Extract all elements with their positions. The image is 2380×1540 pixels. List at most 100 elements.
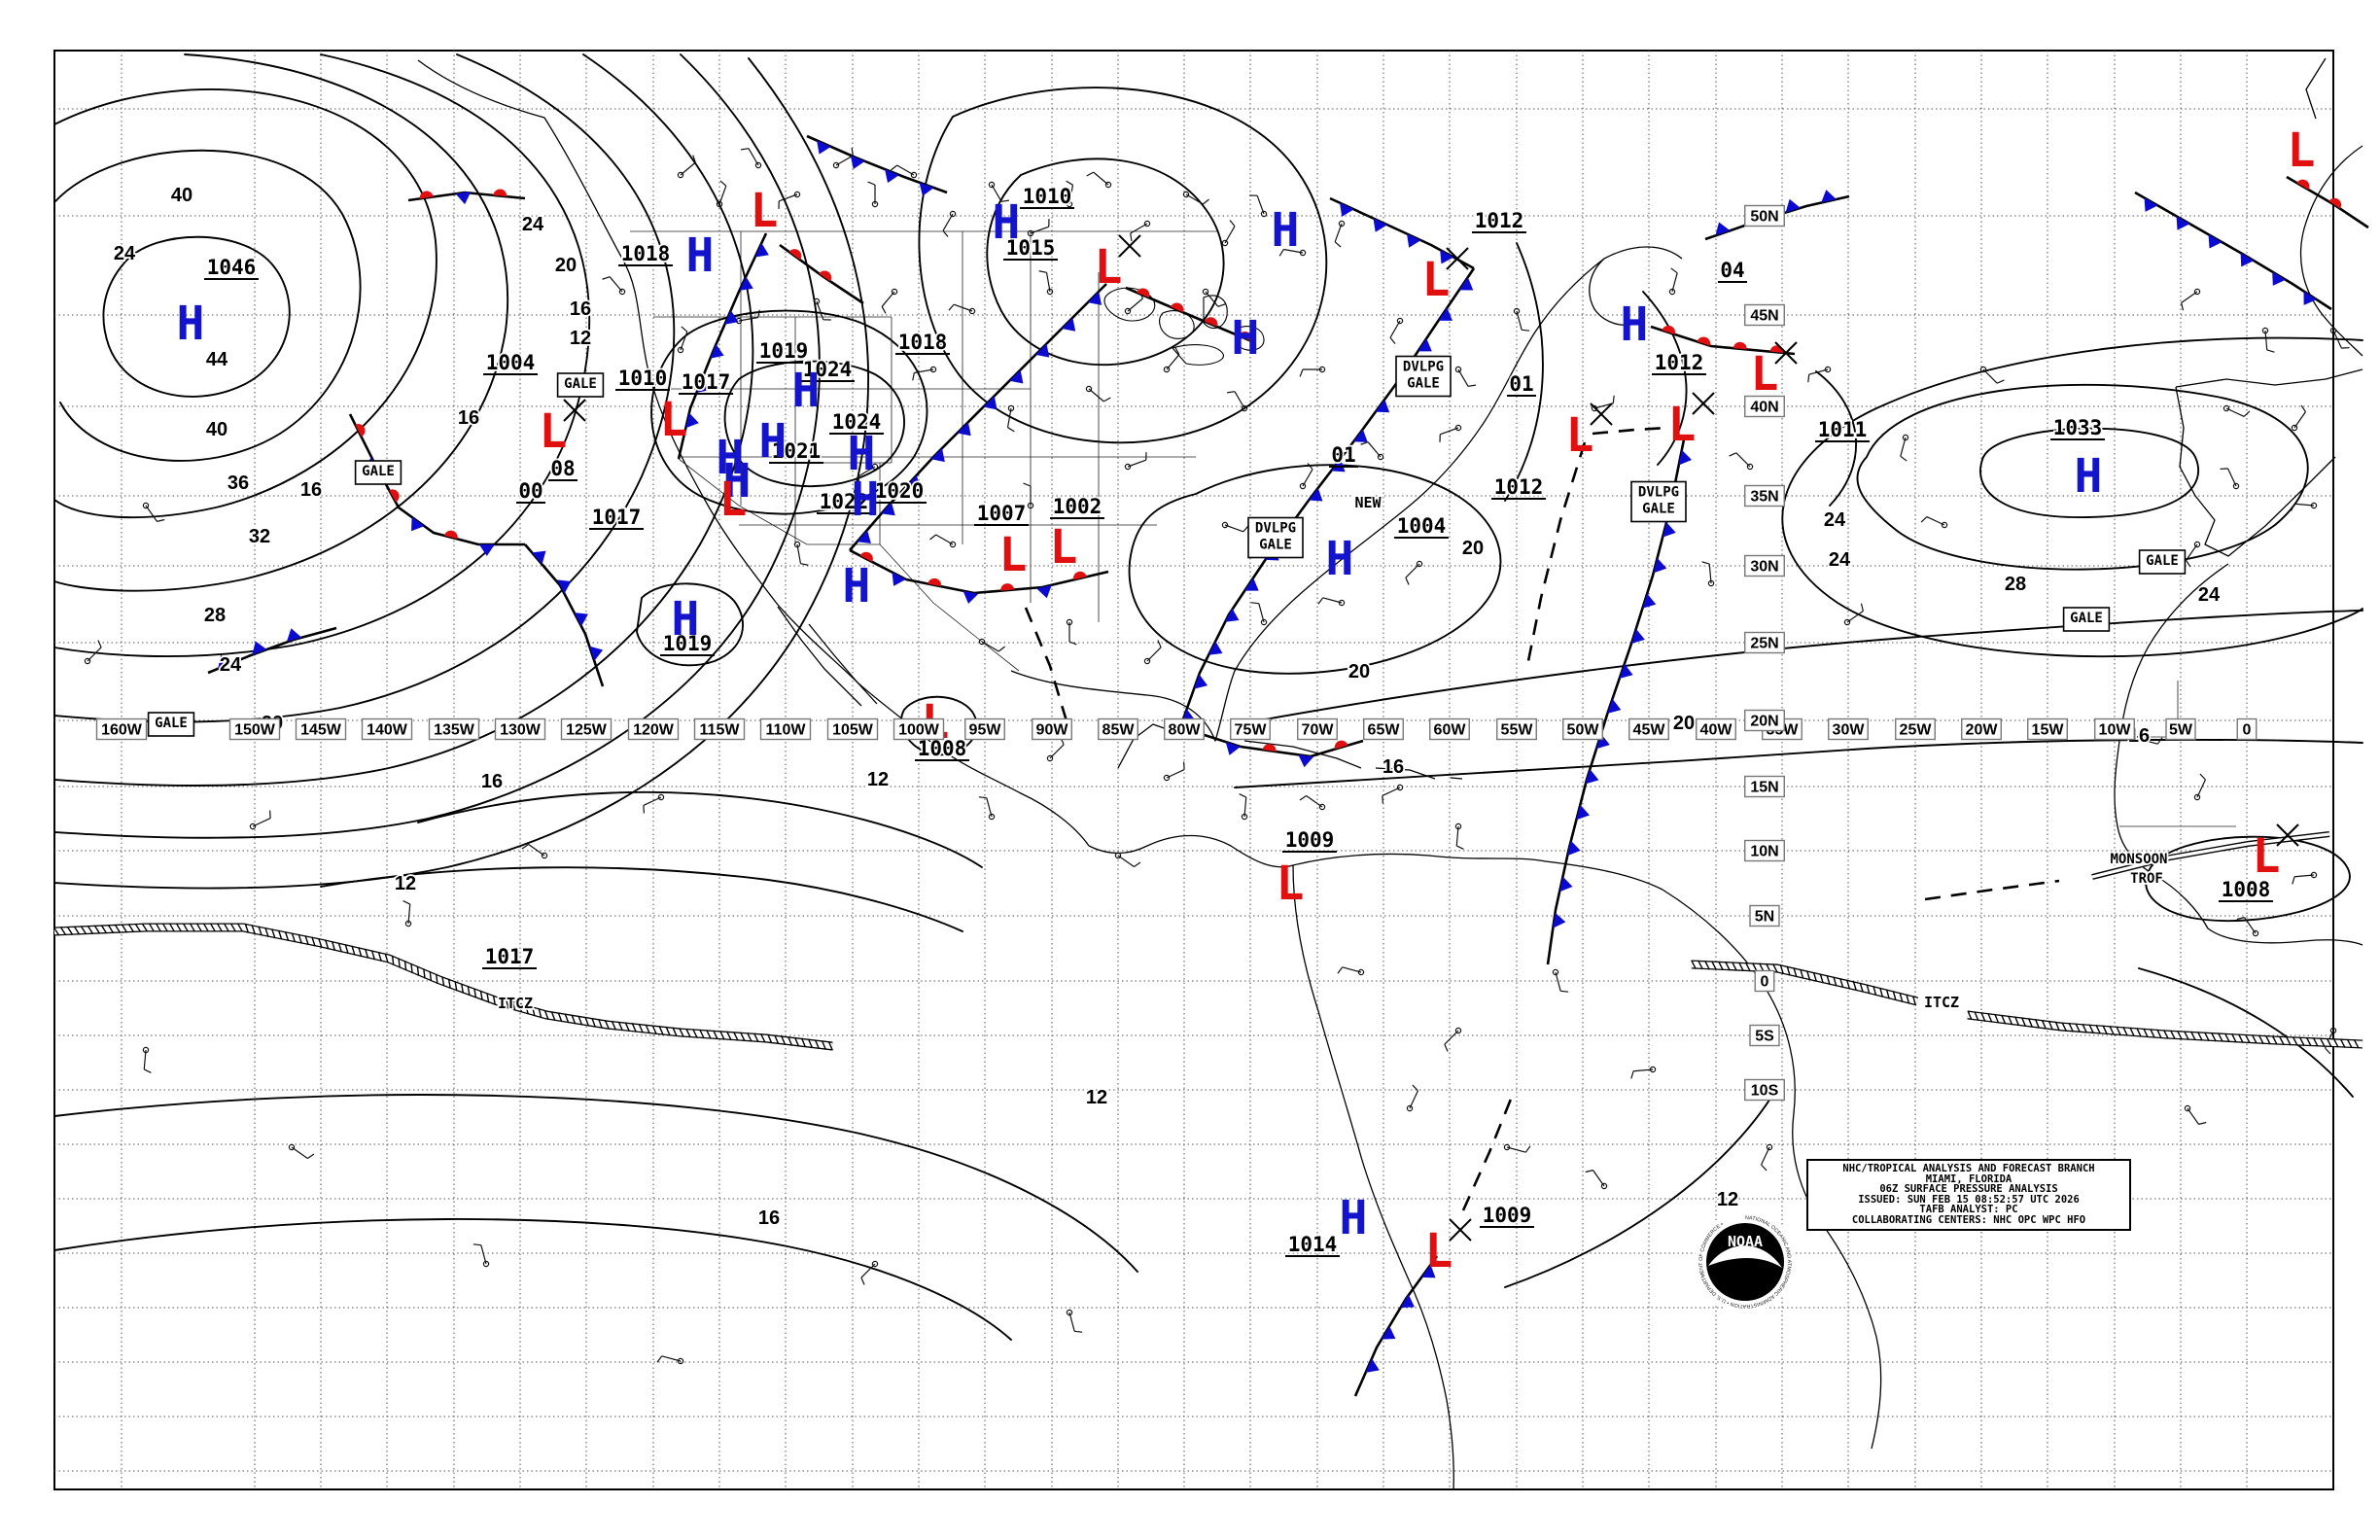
wind-barb-shaft xyxy=(1708,564,1712,584)
isobar-path xyxy=(1642,291,1688,466)
wind-barb-tick xyxy=(1360,441,1369,445)
coordinate-label-text: 30N xyxy=(1750,559,1778,576)
wind-barb-tick xyxy=(2236,917,2245,921)
pressure-value-label: 1017 xyxy=(679,368,733,396)
cold-front-pip xyxy=(1715,222,1731,236)
shear-hatch-tick xyxy=(550,1011,556,1022)
wind-barb-shaft xyxy=(1444,1030,1459,1045)
shear-hatch-tick xyxy=(598,1019,603,1029)
wind-barb-shaft xyxy=(1243,797,1247,818)
coordinate-label-box xyxy=(826,718,879,741)
shear-hatch-tick xyxy=(2109,1026,2115,1035)
wind-barb-tick xyxy=(1444,1043,1449,1052)
wind-barb-shaft xyxy=(2187,1107,2199,1125)
cold-front-pip xyxy=(1406,233,1421,248)
cold-front-pip xyxy=(2303,291,2317,305)
station-circle xyxy=(482,1260,490,1268)
shear-hatch-tick xyxy=(747,1032,752,1042)
coordinate-label-box xyxy=(560,718,612,741)
grid-coordinate-label: 30N xyxy=(1744,554,1785,578)
wind-barb-tick xyxy=(1522,329,1530,332)
wind-barb-tick xyxy=(643,805,645,814)
station-circle xyxy=(1104,181,1112,189)
wind-barb-shaft xyxy=(1049,744,1065,759)
coastline-path xyxy=(1589,258,1640,326)
shear-hatch-tick xyxy=(699,1029,705,1039)
coordinate-label-box xyxy=(1895,718,1936,741)
shear-hatch-tick xyxy=(134,923,142,932)
fronts xyxy=(52,134,2369,1397)
wind-barb-tick xyxy=(692,155,696,163)
high-center: H xyxy=(717,431,745,485)
coordinate-label-text: 115W xyxy=(700,722,741,739)
wind-barb-tick xyxy=(942,229,949,237)
station-plot xyxy=(1630,1066,1657,1079)
shear-hatch-tick xyxy=(645,1024,650,1034)
pressure-value-text: 1008 xyxy=(2222,878,2271,901)
station-circle xyxy=(1260,618,1268,626)
pressure-value-label: 1009 xyxy=(1282,826,1337,854)
gale-box-text: DVLPG xyxy=(1403,360,1444,375)
wind-barb-shaft xyxy=(1166,354,1180,370)
front-line xyxy=(677,232,768,460)
shear-hatch-tick xyxy=(331,940,336,951)
front-line xyxy=(806,134,948,194)
isobar-label: 28 xyxy=(204,605,226,626)
lake-outline xyxy=(1172,344,1224,366)
shear-hatch-tick xyxy=(827,1040,833,1051)
cold-front-pip xyxy=(478,544,495,556)
cold-front-pip xyxy=(1035,343,1050,358)
coordinate-label-box xyxy=(2094,718,2135,741)
shear-hatch-tick xyxy=(52,927,60,936)
isobar-label: 40 xyxy=(171,185,192,206)
pressure-value-text: 1018 xyxy=(898,331,948,354)
high-center: H xyxy=(672,592,700,647)
cold-front-pip xyxy=(1353,429,1368,442)
wind-barb-tick xyxy=(681,326,688,332)
wind-barb-shaft xyxy=(858,466,876,477)
station-plot xyxy=(84,640,102,665)
isobar-label: 20 xyxy=(1673,713,1695,734)
station-plot xyxy=(1900,434,1909,462)
wind-barb-tick xyxy=(2300,404,2306,412)
station-circle xyxy=(2184,1104,2191,1112)
shear-hatch-tick xyxy=(638,1023,644,1033)
coordinate-label-box xyxy=(228,718,281,741)
coordinate-label-text: 160W xyxy=(101,722,143,739)
shear-hatch-tick xyxy=(740,1032,746,1042)
wind-barb-tick xyxy=(719,180,727,187)
cold-front-pip xyxy=(1678,449,1693,466)
shear-hatch-tick xyxy=(624,1022,630,1032)
wind-barb-tick xyxy=(2156,737,2163,745)
isobar-label: 12 xyxy=(1717,1189,1738,1210)
cold-front-pip xyxy=(1208,641,1223,655)
isobar-path xyxy=(53,53,591,658)
wind-barb-shaft xyxy=(1068,1312,1075,1332)
station-circle xyxy=(1114,852,1122,859)
shear-hatch-tick xyxy=(2027,1018,2034,1028)
wind-barb-shaft xyxy=(1283,248,1304,254)
wind-barb-shaft xyxy=(1633,1068,1654,1072)
station-plot xyxy=(2135,735,2163,745)
wind-barb-shaft xyxy=(1146,647,1162,662)
wind-barb-shaft xyxy=(1382,787,1401,796)
wind-barb-tick xyxy=(860,1277,865,1285)
pressure-value-text: 1009 xyxy=(1285,828,1335,852)
wind-barb-shaft xyxy=(407,904,411,925)
grid-coordinate-label: 55W xyxy=(1496,718,1537,741)
gale-box-rect xyxy=(556,372,605,398)
cold-front-pip xyxy=(1225,742,1241,755)
grid-coordinate-label: 45N xyxy=(1744,303,1785,327)
station-circle xyxy=(871,463,879,471)
station-plot xyxy=(1439,424,1462,442)
pressure-value-label: 1015 xyxy=(1003,234,1058,262)
pressure-value-text: 1021 xyxy=(772,439,822,463)
coordinate-label-box xyxy=(1754,969,1775,993)
wind-barb-shaft xyxy=(1671,272,1678,293)
coordinate-label-text: 55W xyxy=(1501,722,1534,739)
wind-barb-shaft xyxy=(1506,1146,1526,1153)
wind-barb-shaft xyxy=(1006,407,1012,428)
pressure-value-text: 1004 xyxy=(486,351,536,374)
station-circle xyxy=(1124,307,1132,315)
wind-barb-shaft xyxy=(1256,195,1265,215)
